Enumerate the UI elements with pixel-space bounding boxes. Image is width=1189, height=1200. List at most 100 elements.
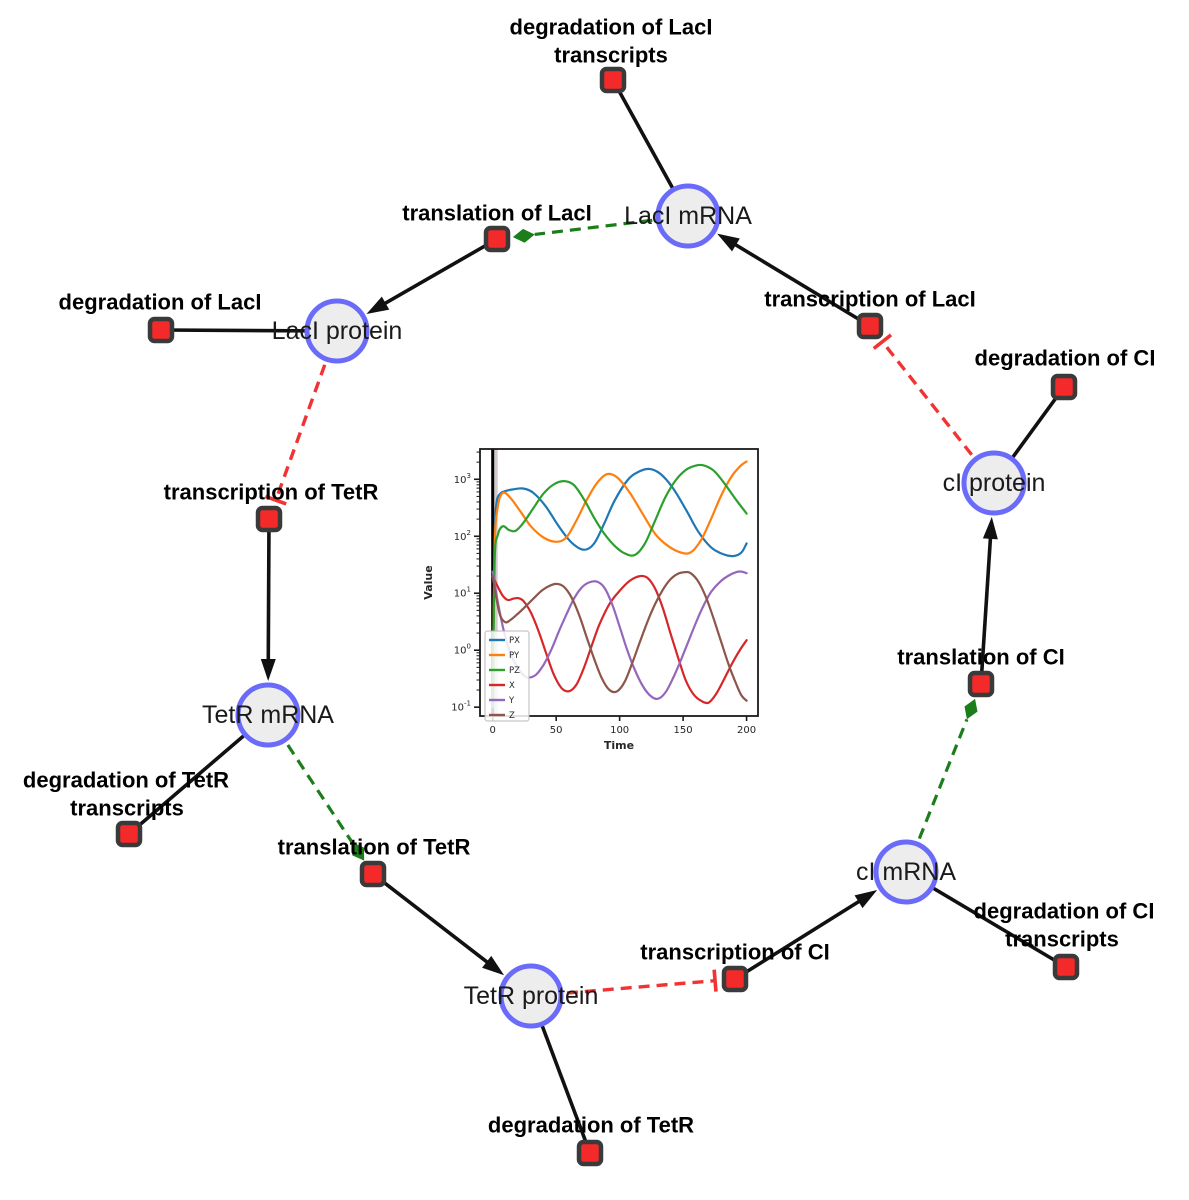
reaction-node-deg_laci_tx[interactable] xyxy=(599,66,627,94)
inset-chart: 0 50 100 150 20010-1100101102103TimeValuePXP… xyxy=(422,448,759,752)
species-label-laci_protein: LacI protein xyxy=(272,317,403,345)
edge-txn_ci-ci_mrna xyxy=(734,890,878,981)
arrowhead-icon xyxy=(854,890,878,909)
production-edge xyxy=(266,518,271,672)
arrowhead-icon xyxy=(982,516,998,540)
reaction-label-deg_laci_tx-1: transcripts xyxy=(554,43,668,68)
series-line-Z xyxy=(491,570,748,702)
inhibition-tbar-icon xyxy=(872,333,893,350)
arrowhead-icon xyxy=(482,955,505,976)
y-tick-label: 102 xyxy=(454,529,471,543)
x-tick-label: 150 xyxy=(674,725,693,736)
arrowhead-icon xyxy=(366,296,390,315)
reaction-node-txn_ci[interactable] xyxy=(721,965,749,993)
inhibition-tbar-icon xyxy=(712,969,718,992)
reaction-label-deg_ci-0: degradation of CI xyxy=(975,346,1156,371)
reaction-node-deg_ci[interactable] xyxy=(1050,373,1078,401)
reaction-label-deg_laci_tx-0: degradation of LacI xyxy=(510,15,713,40)
edge-transl_laci-laci_protein xyxy=(366,237,498,315)
series-line-PY xyxy=(491,460,748,709)
reaction-node-deg_ci_tx[interactable] xyxy=(1052,953,1080,981)
reaction-node-txn_laci[interactable] xyxy=(856,312,884,340)
edge-transl_ci-ci_protein xyxy=(979,516,998,685)
legend-label-PX: PX xyxy=(509,636,520,646)
reaction-label-txn_ci-0: transcription of CI xyxy=(640,940,829,965)
reaction-node-transl_laci[interactable] xyxy=(483,225,511,253)
x-tick-label: 0 xyxy=(490,725,496,736)
reaction-label-deg_ci_tx-0: degradation of CI xyxy=(974,899,1155,924)
edge-ci_protein-txn_laci xyxy=(872,333,996,485)
diamond-arrowhead-icon xyxy=(512,228,535,243)
series-line-PZ xyxy=(491,463,748,709)
inhibition-edge xyxy=(274,330,339,501)
edge-txn_tetr-tetr_mrna xyxy=(260,518,276,682)
x-tick-label: 100 xyxy=(610,725,629,736)
arrowhead-icon xyxy=(717,233,740,252)
species-label-tetr_mrna: TetR mRNA xyxy=(202,701,334,729)
reaction-node-deg_tetr[interactable] xyxy=(576,1139,604,1167)
species-label-ci_protein: cI protein xyxy=(943,469,1046,497)
labels-layer: LacI mRNA LacI protein cI protein TetR mRNA… xyxy=(23,15,1156,1138)
legend: PX PY PZ XYZ xyxy=(484,630,530,722)
production-edge xyxy=(371,872,498,971)
reaction-node-transl_ci[interactable] xyxy=(967,670,995,698)
species-label-tetr_protein: TetR protein xyxy=(464,982,599,1010)
species-node-ci_mrna[interactable] xyxy=(873,839,939,905)
reaction-label-transl_ci-0: translation of CI xyxy=(897,645,1064,670)
edge-laci_protein-txn_tetr xyxy=(264,330,339,506)
diamond-arrowhead-icon xyxy=(964,698,978,720)
production-edge xyxy=(734,893,870,981)
legend-box xyxy=(484,630,530,722)
reaction-label-deg_laci-0: degradation of LacI xyxy=(59,290,262,315)
edge-txn_laci-laci_mrna xyxy=(717,233,871,328)
production-edge xyxy=(724,237,871,328)
species-node-laci_mrna[interactable] xyxy=(655,183,721,249)
reaction-label-txn_tetr-0: transcription of TetR xyxy=(164,480,379,505)
y-tick-label: 10-1 xyxy=(451,700,471,714)
reaction-label-transl_laci-0: translation of LacI xyxy=(402,201,591,226)
reaction-label-transl_tetr-0: translation of TetR xyxy=(278,835,471,860)
series-line-PX xyxy=(491,467,748,709)
species-label-ci_mrna: cI mRNA xyxy=(856,858,956,886)
reaction-label-deg_tetr_tx-0: degradation of TetR xyxy=(23,768,229,793)
species-node-tetr_mrna[interactable] xyxy=(235,682,301,748)
reaction-label-deg_tetr_tx-1: transcripts xyxy=(70,796,184,821)
legend-label-Y: Y xyxy=(508,696,515,706)
edge-tetr_protein-txn_ci xyxy=(530,969,718,998)
inhibition-edge xyxy=(881,340,996,485)
diamond-arrowhead-icon xyxy=(352,842,365,861)
reaction-node-deg_laci[interactable] xyxy=(147,316,175,344)
inhibition-edge xyxy=(530,978,716,998)
reaction-label-deg_ci_tx-1: transcripts xyxy=(1005,927,1119,952)
inhibition-tbar-icon xyxy=(264,494,287,506)
production-edge xyxy=(979,526,993,685)
species-node-laci_protein[interactable] xyxy=(304,298,370,364)
y-tick-label: 103 xyxy=(454,472,471,486)
species-label-laci_mrna: LacI mRNA xyxy=(624,202,752,230)
x-tick-label: 200 xyxy=(737,725,756,736)
x-axis-title: Time xyxy=(604,739,634,752)
reaction-label-txn_laci-0: transcription of LacI xyxy=(764,287,975,312)
plot-area xyxy=(491,449,748,716)
y-tick-label: 100 xyxy=(454,643,471,657)
legend-label-Z: Z xyxy=(509,711,515,721)
production-edge xyxy=(374,237,498,311)
edge-transl_tetr-tetr_protein xyxy=(371,872,505,976)
x-tick-label: 50 xyxy=(550,725,563,736)
arrowhead-icon xyxy=(260,658,276,682)
reaction-node-txn_tetr[interactable] xyxy=(255,505,283,533)
species-node-ci_protein[interactable] xyxy=(961,450,1027,516)
legend-label-X: X xyxy=(509,681,515,691)
nodes-layer xyxy=(115,66,1080,1167)
legend-label-PZ: PZ xyxy=(509,666,520,676)
reaction-node-transl_tetr[interactable] xyxy=(359,860,387,888)
reaction-node-deg_tetr_tx[interactable] xyxy=(115,820,143,848)
y-tick-label: 101 xyxy=(454,586,471,600)
series-line-X xyxy=(491,574,748,705)
legend-label-PY: PY xyxy=(509,651,520,661)
species-node-tetr_protein[interactable] xyxy=(498,963,564,1029)
y-axis-title: Value xyxy=(422,565,435,599)
reaction-label-deg_tetr-0: degradation of TetR xyxy=(488,1113,694,1138)
